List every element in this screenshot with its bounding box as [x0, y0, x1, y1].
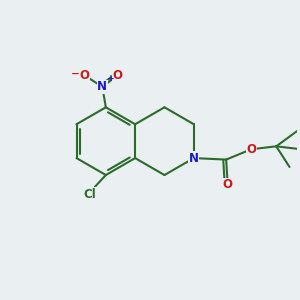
Text: O: O: [80, 69, 90, 82]
Text: Cl: Cl: [83, 188, 96, 201]
Text: −: −: [71, 69, 80, 79]
Text: O: O: [223, 178, 233, 191]
Text: O: O: [112, 69, 123, 82]
Text: N: N: [189, 152, 199, 165]
Text: N: N: [97, 80, 107, 93]
Text: O: O: [246, 143, 256, 156]
Text: +: +: [107, 74, 114, 83]
